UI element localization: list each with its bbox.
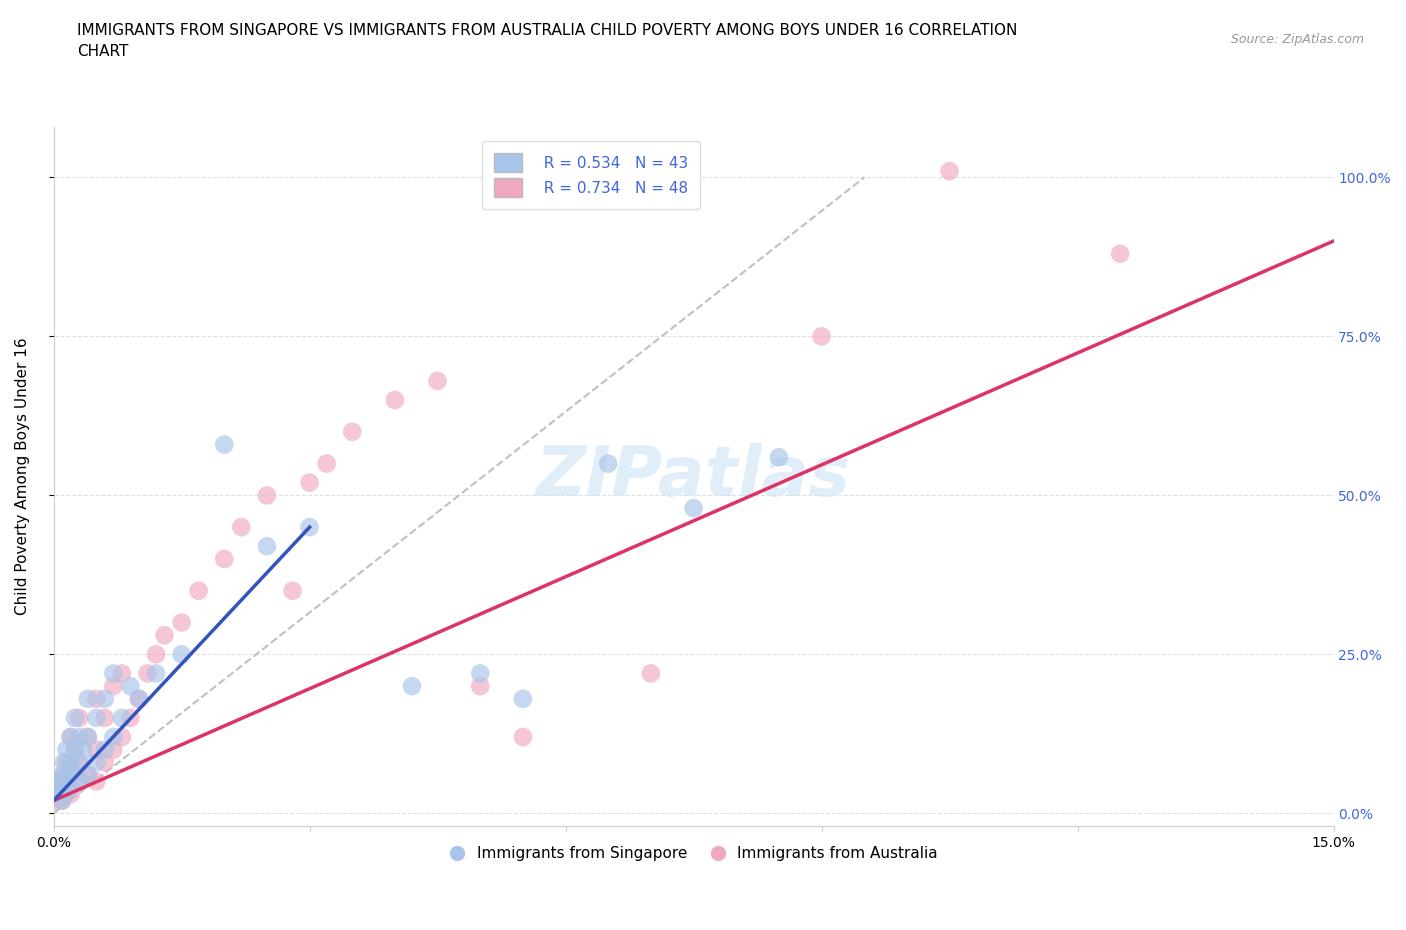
Point xyxy=(214,437,236,452)
Point xyxy=(45,787,67,802)
Point xyxy=(67,711,90,725)
Point xyxy=(48,787,70,802)
Point xyxy=(55,780,77,795)
Point xyxy=(94,691,117,706)
Point xyxy=(67,755,90,770)
Point xyxy=(512,691,534,706)
Point xyxy=(94,742,117,757)
Point xyxy=(51,767,73,782)
Point xyxy=(72,742,94,757)
Point xyxy=(84,742,107,757)
Point xyxy=(60,767,83,782)
Point xyxy=(1109,246,1132,261)
Point xyxy=(67,755,90,770)
Point xyxy=(58,762,80,777)
Point xyxy=(67,774,90,789)
Point xyxy=(59,762,82,777)
Point xyxy=(512,729,534,744)
Point xyxy=(120,711,142,725)
Point xyxy=(52,787,75,802)
Point xyxy=(938,164,960,179)
Point xyxy=(67,774,90,789)
Point xyxy=(342,424,364,439)
Point xyxy=(256,538,278,553)
Point xyxy=(187,583,209,598)
Point xyxy=(63,742,86,757)
Point xyxy=(76,691,98,706)
Point xyxy=(298,520,321,535)
Point xyxy=(94,711,117,725)
Legend: Immigrants from Singapore, Immigrants from Australia: Immigrants from Singapore, Immigrants fr… xyxy=(443,840,945,868)
Point xyxy=(76,729,98,744)
Point xyxy=(111,666,134,681)
Point xyxy=(51,793,73,808)
Point xyxy=(145,647,167,662)
Point xyxy=(63,742,86,757)
Point xyxy=(401,679,423,694)
Point xyxy=(153,628,176,643)
Point xyxy=(51,793,73,808)
Point xyxy=(128,691,150,706)
Point xyxy=(59,780,82,795)
Point xyxy=(84,711,107,725)
Point xyxy=(103,729,125,744)
Point xyxy=(470,679,492,694)
Text: ZIPatlas: ZIPatlas xyxy=(536,443,851,510)
Point xyxy=(170,647,193,662)
Point xyxy=(84,691,107,706)
Point xyxy=(59,755,82,770)
Point xyxy=(76,767,98,782)
Point xyxy=(76,767,98,782)
Point xyxy=(48,780,70,795)
Point xyxy=(256,488,278,503)
Point xyxy=(94,755,117,770)
Point xyxy=(52,755,75,770)
Point xyxy=(214,551,236,566)
Point xyxy=(59,729,82,744)
Point xyxy=(598,456,620,471)
Point xyxy=(103,679,125,694)
Point xyxy=(231,520,253,535)
Point xyxy=(55,742,77,757)
Point xyxy=(52,767,75,782)
Point xyxy=(136,666,159,681)
Text: IMMIGRANTS FROM SINGAPORE VS IMMIGRANTS FROM AUSTRALIA CHILD POVERTY AMONG BOYS : IMMIGRANTS FROM SINGAPORE VS IMMIGRANTS … xyxy=(77,23,1018,60)
Point xyxy=(315,456,337,471)
Point xyxy=(55,755,77,770)
Point xyxy=(67,729,90,744)
Point xyxy=(55,774,77,789)
Point xyxy=(810,329,832,344)
Point xyxy=(103,666,125,681)
Point xyxy=(426,374,449,389)
Point xyxy=(682,500,704,515)
Point xyxy=(145,666,167,681)
Point xyxy=(76,729,98,744)
Point xyxy=(84,774,107,789)
Y-axis label: Child Poverty Among Boys Under 16: Child Poverty Among Boys Under 16 xyxy=(15,338,30,615)
Point xyxy=(46,780,69,795)
Point xyxy=(281,583,304,598)
Point xyxy=(84,755,107,770)
Point xyxy=(103,742,125,757)
Point xyxy=(111,729,134,744)
Point xyxy=(63,711,86,725)
Point xyxy=(470,666,492,681)
Point xyxy=(768,450,790,465)
Point xyxy=(298,475,321,490)
Point xyxy=(170,615,193,630)
Point xyxy=(59,787,82,802)
Point xyxy=(59,729,82,744)
Point xyxy=(51,774,73,789)
Point xyxy=(120,679,142,694)
Text: Source: ZipAtlas.com: Source: ZipAtlas.com xyxy=(1230,33,1364,46)
Point xyxy=(111,711,134,725)
Point xyxy=(128,691,150,706)
Point xyxy=(640,666,662,681)
Point xyxy=(45,793,67,808)
Point xyxy=(46,774,69,789)
Point xyxy=(384,392,406,407)
